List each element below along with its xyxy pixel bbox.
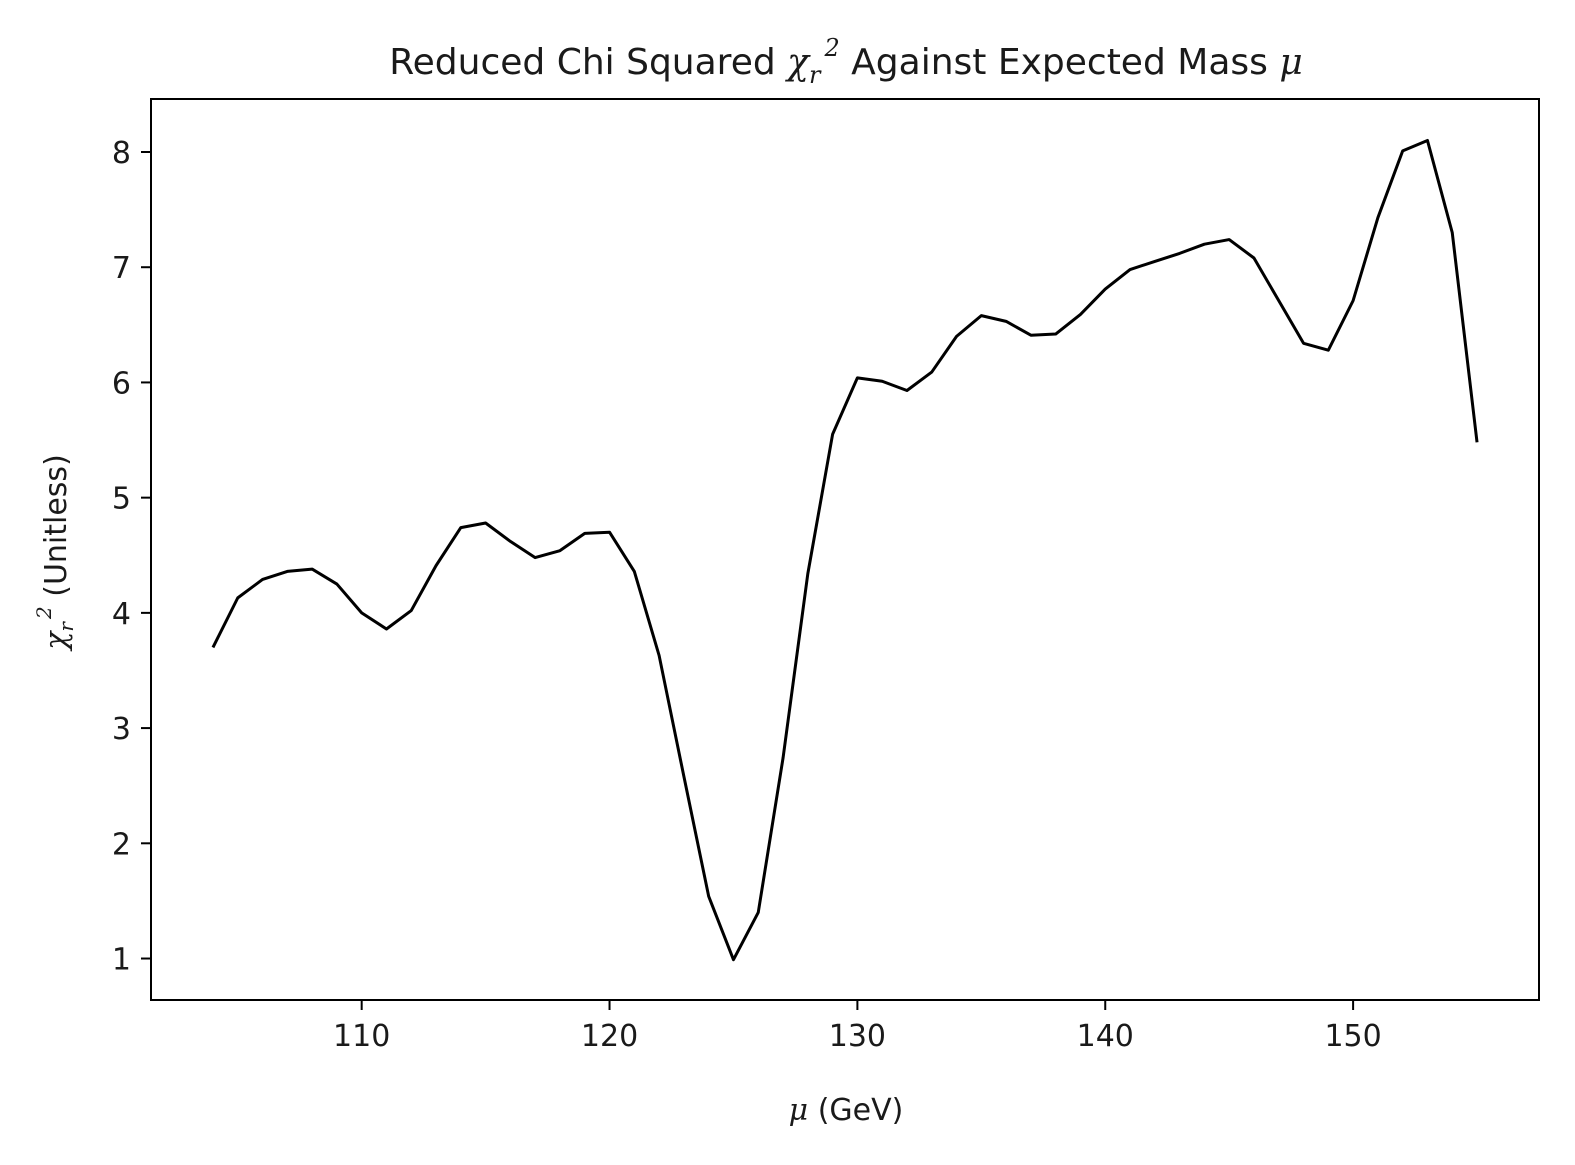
series-layer xyxy=(211,138,1479,962)
x-tick-label: 150 xyxy=(1324,1019,1381,1054)
y-tick-label: 5 xyxy=(112,482,131,517)
y-tick-label: 8 xyxy=(112,136,131,171)
chi-squared-line xyxy=(211,138,1479,962)
y-tick-label: 4 xyxy=(112,597,131,632)
y-axis-label: χr2 (Unitless) xyxy=(32,454,78,652)
y-tick-label: 1 xyxy=(112,943,131,978)
y-tick-label: 6 xyxy=(112,366,131,401)
x-tick-label: 130 xyxy=(829,1019,886,1054)
y-tick-label: 3 xyxy=(112,712,131,747)
plot-frame xyxy=(150,98,1540,1001)
x-axis-label: μ (GeV) xyxy=(789,1093,904,1128)
y-tick-label: 2 xyxy=(112,827,131,862)
x-tick-label: 110 xyxy=(333,1019,390,1054)
y-tick-label: 7 xyxy=(112,251,131,286)
ticks-layer: 110 120 130 140 150 1 2 3 4 5 6 7 8 xyxy=(112,136,1382,1054)
chart-title: Reduced Chi Squared χr2 Against Expected… xyxy=(389,34,1302,89)
x-tick-label: 120 xyxy=(581,1019,638,1054)
x-tick-label: 140 xyxy=(1077,1019,1134,1054)
